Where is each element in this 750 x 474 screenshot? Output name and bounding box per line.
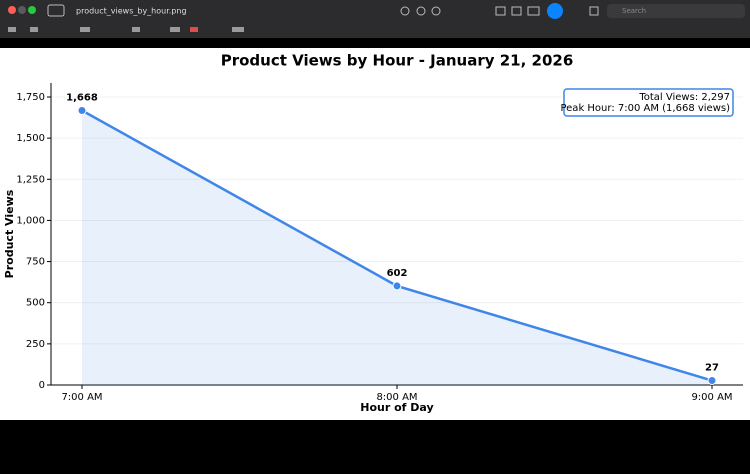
y-axis-label: Product Views [3, 189, 16, 278]
markup-button[interactable] [547, 3, 563, 19]
y-tick-label: 1,000 [16, 215, 45, 226]
value-label: 1,668 [66, 92, 98, 103]
annotation-text: Peak Hour: 7:00 AM (1,668 views) [560, 103, 730, 114]
border-tool[interactable] [170, 27, 180, 32]
font-tool[interactable] [232, 27, 244, 32]
point [707, 376, 717, 386]
search-placeholder: Search [622, 7, 646, 15]
x-tick-label: 8:00 AM [376, 392, 417, 403]
rotate[interactable] [511, 6, 522, 16]
toolbar-icons [400, 6, 599, 16]
window-title: product_views_by_hour.png [76, 7, 187, 16]
search-field[interactable] [607, 4, 745, 18]
zoom-in[interactable] [431, 6, 441, 16]
sidebar-button[interactable] [47, 4, 65, 17]
point [392, 281, 402, 291]
minimize-button[interactable] [18, 6, 26, 14]
sign[interactable] [527, 6, 540, 16]
y-tick-label: 250 [26, 339, 45, 350]
share[interactable] [589, 6, 599, 16]
plot: 0 250 500 750 1,000 1,250 1,500 1,750 7:00 AM 8:0… [16, 83, 743, 403]
zoom-out[interactable] [400, 6, 410, 16]
value-label: 602 [387, 268, 408, 279]
fill-tool[interactable] [190, 27, 198, 32]
value-label: 27 [705, 363, 719, 374]
y-tick-label: 500 [26, 298, 45, 309]
chart-title: Product Views by Hour - January 21, 2026 [221, 52, 574, 70]
area [82, 110, 712, 385]
sketch-tool[interactable] [30, 27, 38, 32]
x-axis-label: Hour of Day [360, 401, 433, 414]
y-tick-label: 0 [39, 380, 45, 391]
crop[interactable] [495, 6, 506, 16]
y-tick-label: 750 [26, 257, 45, 268]
annotation-box [563, 88, 734, 117]
point [77, 105, 87, 115]
text-tool[interactable] [132, 27, 140, 32]
annotation-text: Total Views: 2,297 [638, 92, 730, 103]
shapes-tool[interactable] [80, 27, 90, 32]
x-tick-label: 7:00 AM [61, 392, 102, 403]
markup-toolbar [8, 27, 244, 32]
x-tick-label: 9:00 AM [691, 392, 732, 403]
zoom-fit[interactable] [416, 6, 426, 16]
select-tool[interactable] [8, 27, 16, 32]
y-tick-label: 1,750 [16, 92, 45, 103]
y-tick-label: 1,250 [16, 174, 45, 185]
y-tick-label: 1,500 [16, 133, 45, 144]
zoom-button[interactable] [28, 6, 36, 14]
close-button[interactable] [8, 6, 16, 14]
